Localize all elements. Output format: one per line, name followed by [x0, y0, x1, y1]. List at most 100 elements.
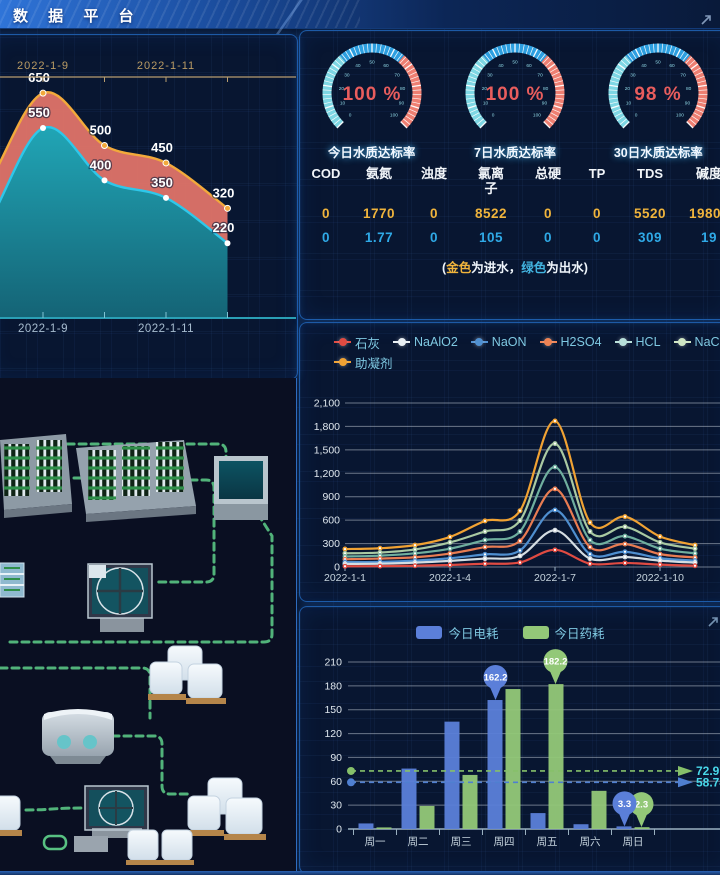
note-green: 绿色 [521, 260, 547, 275]
legend-item-NaCLO[interactable]: NaCLO [673, 335, 720, 349]
data-point [101, 142, 108, 149]
bar-今日药耗 [462, 774, 478, 829]
membrane-rack-platform [76, 440, 196, 522]
svg-text:90: 90 [685, 100, 691, 106]
table-cell: 5520 [633, 205, 667, 221]
legend-item-NaAlO2[interactable]: NaAlO2 [393, 335, 458, 349]
svg-text:60: 60 [383, 63, 389, 69]
svg-text:180: 180 [324, 680, 342, 692]
data-point [39, 89, 47, 97]
legend-marker-icon [334, 361, 351, 363]
water-quality-panel: 0 10 20 30 40 50 60 70 80 90 100 100 % 今日水质达标率 0 10 20 3… [299, 30, 720, 320]
svg-text:150: 150 [324, 704, 342, 716]
column-header: 氨氮 [365, 166, 392, 181]
svg-text:80: 80 [686, 86, 692, 92]
legend-item-今日药耗[interactable]: 今日药耗 [522, 623, 605, 642]
page-title: 数 据 平 台 [13, 8, 142, 25]
expand-icon[interactable] [706, 615, 720, 629]
membrane-rack-platform-left [0, 434, 72, 518]
legend-swatch-icon [416, 626, 443, 639]
gauge-label: 30日水质达标率 [613, 146, 703, 160]
plant-3d-illustration [0, 434, 274, 865]
value-pin [629, 792, 654, 817]
svg-text:2022-1-1: 2022-1-1 [324, 572, 366, 584]
data-label: 320 [213, 185, 235, 200]
svg-text:300: 300 [322, 538, 340, 550]
svg-text:20: 20 [338, 86, 344, 92]
bar-今日药耗 [419, 805, 435, 829]
svg-text:40: 40 [355, 63, 361, 69]
legend-item-HCL[interactable]: HCL [614, 335, 661, 349]
legend-marker-icon [673, 341, 691, 343]
column-header: COD [311, 166, 341, 181]
dosing-line-chart[interactable]: 0 300 600 900 1,200 1,500 1,800 2,100 2022-1-1 20… [299, 322, 720, 600]
svg-text:周日: 周日 [623, 836, 644, 848]
bar-今日药耗 [591, 790, 607, 829]
consumption-legend: 今日电耗 今日药耗 [300, 623, 720, 644]
dosing-legend-row2: 助凝剂 [334, 350, 406, 372]
svg-text:0: 0 [348, 113, 351, 119]
legend-item-助凝剂[interactable]: 助凝剂 [334, 353, 393, 372]
legend-label: 今日电耗 [448, 627, 499, 641]
table-cell: 8522 [474, 205, 508, 221]
svg-text:2022-1-4: 2022-1-4 [429, 572, 471, 584]
data-point [162, 159, 170, 167]
svg-text:2022-1-11: 2022-1-11 [137, 60, 195, 72]
bar-今日电耗 [573, 824, 589, 829]
bottom-accent-bar [0, 871, 720, 875]
table-cell: 19 [700, 229, 718, 245]
svg-text:100: 100 [676, 113, 684, 119]
data-point [224, 240, 231, 247]
svg-text:10: 10 [626, 100, 632, 106]
note-text: 为进水， [471, 260, 522, 275]
legend-item-今日电耗[interactable]: 今日电耗 [416, 623, 499, 642]
consumption-bar-chart[interactable]: 0 30 60 90 120 150 180 210 周一 周二 周三 周四 周五 周六 周日 72.9758… [299, 606, 720, 872]
chemical-bags [186, 777, 266, 840]
value-pin [483, 665, 508, 690]
legend-item-H2SO4[interactable]: H2SO4 [539, 335, 602, 349]
legend-label: HCL [635, 335, 661, 349]
legend-label: NaON [491, 335, 527, 349]
table-cell: 0 [429, 205, 438, 221]
table-cell: 0 [429, 229, 438, 245]
svg-text:0: 0 [336, 824, 342, 836]
svg-text:100 %: 100 % [486, 84, 545, 105]
column-header: 总硬 [534, 166, 561, 181]
legend-label: 助凝剂 [355, 356, 393, 371]
legend-item-石灰[interactable]: 石灰 [334, 333, 380, 352]
area-outlet-flow [0, 127, 228, 318]
tank-rack-small [0, 562, 25, 598]
bar-今日药耗 [634, 827, 650, 829]
svg-text:2022-1-7: 2022-1-7 [534, 572, 576, 584]
expand-icon[interactable] [699, 13, 713, 27]
svg-text:80: 80 [543, 86, 549, 92]
table-cell: 0 [592, 205, 601, 221]
series-助凝剂 [344, 419, 696, 551]
svg-text:周六: 周六 [580, 836, 601, 848]
storage-tank [42, 709, 114, 764]
data-label: 220 [213, 220, 235, 235]
svg-text:20: 20 [625, 86, 631, 92]
legend-label: 石灰 [355, 336, 381, 351]
svg-text:90: 90 [542, 100, 548, 106]
table-header-row: COD 氨氮 浊度 氯离子 总硬 TP TDS 碱度 [300, 165, 720, 197]
svg-text:3.3: 3.3 [618, 799, 631, 810]
bar-今日电耗 [444, 721, 460, 829]
svg-text:0: 0 [334, 562, 340, 574]
data-label: 350 [151, 175, 173, 190]
data-label: 550 [28, 105, 50, 120]
svg-text:600: 600 [322, 515, 340, 527]
column-header: 浊度 [420, 166, 447, 181]
svg-text:70: 70 [537, 72, 543, 78]
svg-text:周五: 周五 [537, 836, 558, 848]
table-row: 0 1.77 0 105 0 0 309 19 [300, 221, 720, 245]
column-header: 碱度 [695, 166, 720, 181]
legend-label: NaCLO [694, 335, 720, 349]
legend-item-NaON[interactable]: NaON [470, 335, 527, 349]
table-cell: 0 [543, 229, 552, 245]
gauge-label: 今日水质达标率 [327, 146, 416, 160]
flow-area-chart[interactable]: 650 500 450 320 550 400 350 220 2022-1-9 2022-1-1… [0, 38, 296, 338]
data-point [40, 125, 46, 132]
